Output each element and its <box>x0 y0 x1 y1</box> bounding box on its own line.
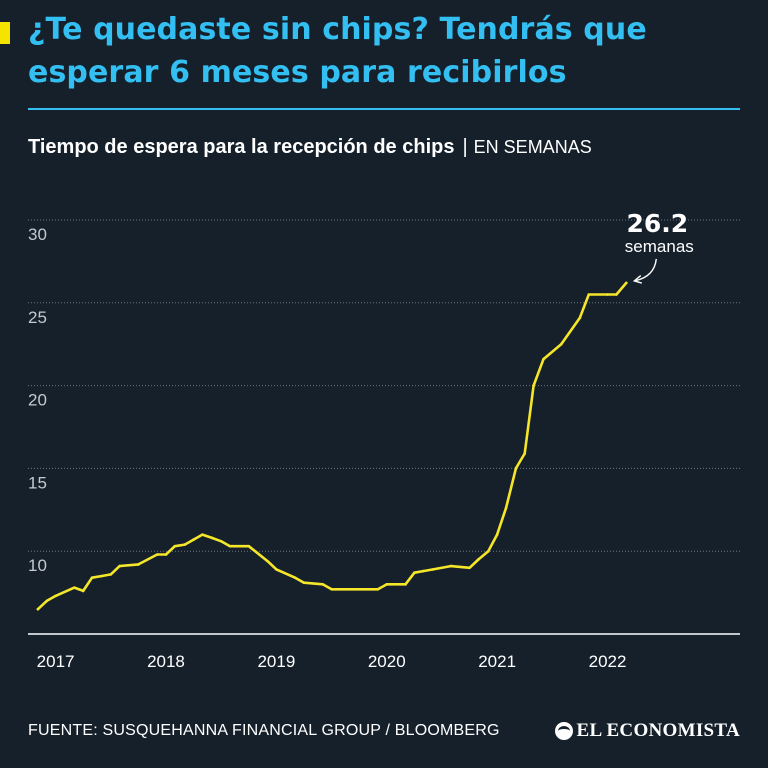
chart-unit: EN SEMANAS <box>473 137 592 157</box>
data-point <box>376 587 380 591</box>
x-axis-ticks: 2017 2018 2019 2020 2021 2022 <box>37 652 627 671</box>
data-point <box>431 568 435 571</box>
annotation-arrow-icon <box>634 258 657 282</box>
page-title: ¿Te quedaste sin chips? Tendrás que espe… <box>28 12 647 90</box>
data-point <box>192 538 195 541</box>
data-point <box>413 571 416 575</box>
data-point <box>247 544 251 548</box>
data-point <box>201 533 204 536</box>
data-point <box>45 599 49 603</box>
data-point <box>330 587 333 591</box>
x-tick-label: 2020 <box>368 652 406 671</box>
data-point <box>293 576 297 579</box>
grid-lines <box>28 219 740 552</box>
data-point <box>625 281 628 285</box>
data-point <box>73 586 76 589</box>
annotation-label: semanas <box>625 237 694 256</box>
data-point <box>266 559 269 563</box>
line-chart: 10 15 20 25 30 2017 2018 2019 2020 2021 2022 26.2… <box>28 209 740 671</box>
data-point <box>321 583 325 586</box>
data-points <box>36 281 628 611</box>
y-tick-label: 25 <box>28 308 47 327</box>
data-point <box>211 536 214 540</box>
x-tick-label: 2021 <box>478 652 516 671</box>
data-point <box>275 568 278 571</box>
data-point <box>155 553 159 556</box>
x-tick-label: 2018 <box>147 652 185 671</box>
data-point <box>302 581 306 584</box>
x-tick-label: 2017 <box>37 652 75 671</box>
el-economista-logo-icon <box>554 722 573 740</box>
data-point <box>183 543 187 546</box>
data-point <box>495 533 499 536</box>
data-point <box>109 573 113 576</box>
data-point <box>578 316 582 320</box>
source-note: FUENTE: SUSQUEHANNA FINANCIAL GROUP / BL… <box>28 722 500 739</box>
data-point <box>228 544 232 548</box>
data-point <box>514 467 518 470</box>
publisher-logo: EL ECONOMISTA <box>554 720 741 742</box>
annotation: 26.2 semanas <box>625 209 694 284</box>
data-point <box>504 506 508 510</box>
data-point <box>615 293 618 296</box>
data-point <box>54 594 57 598</box>
annotation-value: 26.2 <box>626 209 688 238</box>
annotation-arrowhead-icon <box>632 275 643 284</box>
subtitle-separator: | <box>462 136 468 158</box>
data-point <box>118 564 121 568</box>
data-point <box>421 569 425 573</box>
y-axis-ticks: 10 15 20 25 30 <box>28 225 47 575</box>
data-point <box>366 587 370 591</box>
data-point <box>349 587 352 591</box>
data-point <box>137 563 140 566</box>
data-point <box>606 293 609 296</box>
data-point <box>219 539 223 543</box>
chart-subtitle: Tiempo de espera para la recepción de ch… <box>28 134 592 160</box>
y-tick-label: 30 <box>28 225 47 244</box>
y-tick-label: 15 <box>28 473 47 492</box>
series-line <box>36 281 628 611</box>
chart-title: Tiempo de espera para la recepción de ch… <box>28 136 455 158</box>
data-point <box>532 384 535 387</box>
accent-bar <box>0 22 10 44</box>
y-tick-label: 20 <box>28 391 47 410</box>
data-point <box>404 583 407 586</box>
data-point <box>477 558 480 561</box>
data-point <box>468 566 471 570</box>
data-point <box>173 544 177 548</box>
data-point <box>100 574 104 578</box>
data-point <box>90 576 94 579</box>
y-tick-label: 10 <box>28 556 47 575</box>
data-point <box>385 583 389 586</box>
data-point <box>587 293 591 296</box>
x-tick-label: 2019 <box>257 652 295 671</box>
data-point <box>81 589 85 593</box>
data-point <box>523 452 527 455</box>
data-point <box>164 553 168 556</box>
headline-divider <box>28 108 740 110</box>
x-tick-label: 2022 <box>589 652 627 671</box>
data-point <box>36 607 40 611</box>
data-point <box>487 549 490 553</box>
data-point <box>559 342 563 346</box>
data-point <box>449 564 453 568</box>
publisher-name: EL ECONOMISTA <box>576 720 740 741</box>
data-point <box>542 357 545 361</box>
